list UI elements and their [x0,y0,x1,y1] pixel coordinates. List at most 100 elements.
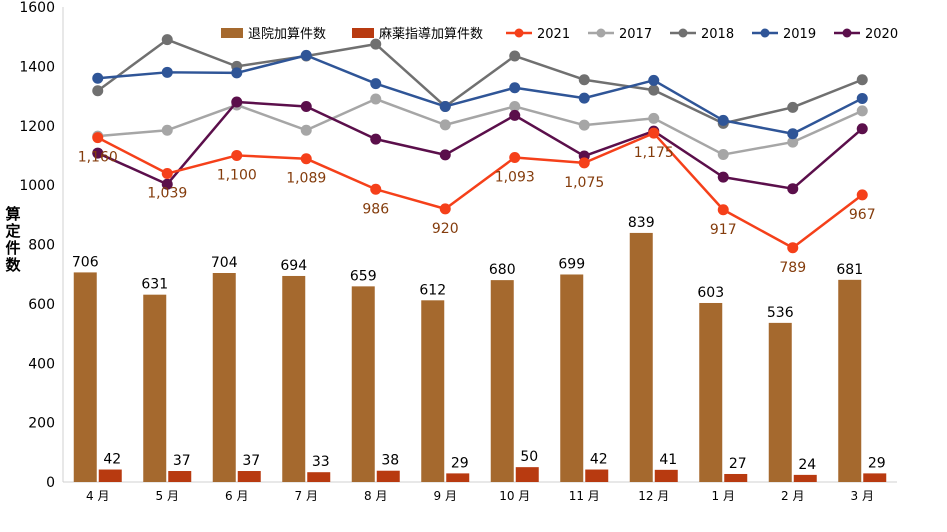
point-2018 [92,85,104,97]
x-tick-label: 1 月 [712,489,735,503]
bar-label-discharge: 681 [836,262,863,278]
bar-narcotic [724,473,748,482]
point-2020 [856,123,868,135]
point-2019 [370,78,382,90]
legend-label: 2021 [537,27,570,42]
legend: 退院加算件数 麻薬指導加算件数 2021 2017 2018 2019 2020 [221,27,898,42]
bar-narcotic [515,467,539,482]
line-label-2021: 1,160 [78,150,118,166]
bar-label-discharge: 704 [211,255,238,271]
y-tick-label: 1200 [19,119,55,135]
bar-layer [73,232,887,482]
point-2021 [439,203,451,215]
point-2019 [161,66,173,78]
bar-discharge [351,286,375,482]
point-2017 [439,119,451,131]
y-axis: 0 200 400 600 800 1000 1200 1400 1600 [19,0,64,491]
point-2019 [717,114,729,126]
line-label-2021: 1,075 [564,175,604,191]
x-tick-label: 4 月 [86,489,109,503]
point-2018 [648,84,660,96]
point-2020 [509,109,521,121]
line-label-2021: 789 [779,260,806,276]
y-tick-label: 1000 [19,178,55,194]
point-2017 [787,136,799,148]
point-2019 [231,67,243,79]
y-tick-label: 1600 [19,0,55,16]
legend-label: 退院加算件数 [248,27,326,42]
point-2021 [787,242,799,254]
bar-discharge [421,300,445,482]
bar-label-narcotic: 29 [868,455,886,471]
line-label-2021: 967 [849,207,876,223]
bar-narcotic [98,469,122,482]
point-2018 [370,38,382,50]
bar-label-narcotic: 24 [798,457,816,473]
bar-label-discharge: 694 [280,258,307,274]
bar-label-narcotic: 33 [312,454,330,470]
point-2020 [717,171,729,183]
bar-narcotic [376,470,400,482]
point-2021 [856,189,868,201]
x-tick-label: 5 月 [156,489,179,503]
y-tick-label: 1400 [19,59,55,75]
y-tick-label: 0 [46,475,55,491]
point-2017 [370,93,382,105]
point-2017 [509,100,521,112]
bar-narcotic [654,469,678,482]
bar-narcotic [585,469,609,482]
bar-label-discharge: 603 [697,285,724,301]
bar-label-narcotic: 37 [242,453,260,469]
legend-marker [760,28,770,38]
x-axis: 4 月 5 月 6 月 7 月 8 月 9 月 10 月 11 月 12 月 1 月 2 月 3 月 [63,481,897,503]
y-tick-label: 800 [28,238,55,254]
x-tick-label: 9 月 [434,489,457,503]
bar-narcotic [863,473,887,482]
point-2019 [787,128,799,140]
bar-discharge [212,273,236,482]
y-axis-title: 算定件数 [5,205,21,274]
line-series-2020 [97,100,864,190]
bar-narcotic [793,474,817,482]
line-label-2021: 1,089 [286,171,326,187]
point-2021 [161,168,173,180]
data-label-layer: 706 42 631 37 704 37 694 33 659 38 612 29 680 50 699 42… [72,145,886,473]
line-series-2021 [97,131,864,250]
line-label-2021: 986 [362,201,389,217]
bar-label-discharge: 631 [141,277,168,293]
point-2020 [787,183,799,195]
bar-label-narcotic: 42 [103,452,121,468]
point-2019 [92,72,104,84]
bar-discharge [629,232,653,482]
point-2021 [300,153,312,165]
point-2021 [92,132,104,144]
point-2021 [648,127,660,139]
bar-discharge [143,294,167,482]
x-tick-label: 10 月 [499,489,530,503]
bar-label-narcotic: 27 [729,456,747,472]
point-2021 [578,157,590,169]
point-2019 [856,92,868,104]
legend-label: 2019 [783,27,816,42]
legend-swatch [352,28,374,38]
x-tick-label: 12 月 [638,489,669,503]
point-2019 [439,100,451,112]
legend-label: 麻薬指導加算件数 [379,27,483,42]
bar-discharge [699,302,723,482]
point-2017 [161,124,173,136]
point-2018 [161,34,173,46]
point-2020 [231,96,243,108]
bar-discharge [73,272,97,482]
bar-label-discharge: 839 [628,215,655,231]
legend-marker [842,28,852,38]
point-2021 [509,152,521,164]
point-2019 [648,74,660,86]
point-2020 [161,178,173,190]
bar-discharge [282,275,306,482]
bar-discharge [490,280,514,482]
bar-discharge [560,274,584,482]
y-tick-label: 200 [28,416,55,432]
bar-label-narcotic: 41 [659,452,677,468]
